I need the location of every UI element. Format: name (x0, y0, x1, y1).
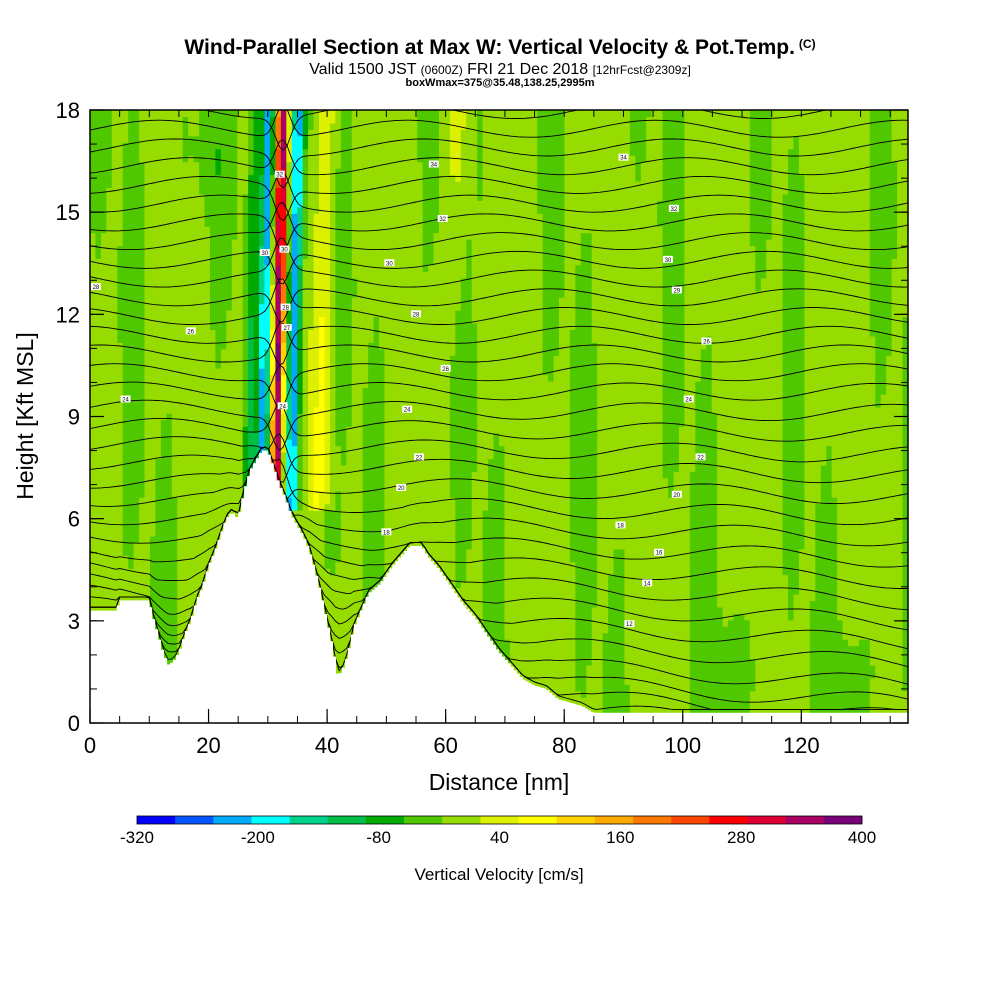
y-tick-label: 0 (68, 711, 80, 736)
colorbar-swatch (365, 816, 405, 824)
colorbar-tick-label: -200 (241, 828, 275, 847)
colorbar-tick-label: 400 (848, 828, 876, 847)
axes: 0 20 40 60 80 100 120 0 3 6 9 12 15 18 (56, 98, 908, 758)
isentrope-label: 24 (683, 395, 694, 403)
isentrope-label: 28 (411, 310, 422, 318)
colorbar-swatch (480, 816, 519, 824)
colorbar-swatch (137, 816, 176, 824)
colorbar-tick-label: 280 (727, 828, 755, 847)
isentrope-label: 32 (274, 170, 285, 179)
isentrope-label: 26 (185, 327, 196, 335)
isentrope-label: 22 (695, 453, 706, 461)
colorbar-tick-label: 160 (606, 828, 634, 847)
colorbar-swatch (671, 816, 710, 824)
terrain (90, 450, 908, 723)
isentrope-label: 18 (381, 528, 392, 536)
colorbar-swatch (404, 816, 443, 824)
colorbar-swatch (327, 816, 367, 824)
isentrope-label: 34 (428, 160, 439, 168)
y-axis-title: Height [Kft MSL] (12, 332, 38, 499)
isentrope-label: 30 (259, 249, 270, 257)
colorbar-swatch (251, 816, 290, 824)
x-tick-label: 60 (433, 733, 457, 758)
colorbar-swatch (709, 816, 748, 824)
isentrope-label: 26 (440, 364, 451, 373)
y-tick-label: 12 (56, 302, 80, 327)
chart-title-mark: (C) (798, 37, 816, 51)
isentrope-label: 12 (624, 620, 635, 628)
colorbar-swatch (785, 816, 825, 824)
colorbar-swatch (289, 816, 329, 824)
isentrope-label: 24 (402, 405, 413, 414)
colorbar-title: Vertical Velocity [cm/s] (414, 865, 583, 884)
colorbar-swatch (633, 816, 672, 824)
x-tick-label: 80 (552, 733, 576, 758)
isentrope-label: 30 (662, 255, 673, 264)
x-axis-title: Distance [nm] (429, 769, 570, 795)
valid-utc: (0600Z) (420, 63, 463, 77)
isentrope-label: 22 (413, 453, 424, 461)
isentrope-label: 26 (701, 337, 712, 346)
isentrope-label: 29 (671, 286, 682, 294)
x-tick-label: 100 (664, 733, 701, 758)
isentrope-label: 24 (120, 395, 131, 403)
y-tick-label: 9 (68, 405, 80, 430)
isentrope-label: 24 (277, 402, 288, 410)
isentrope-label: 28 (90, 283, 101, 291)
colorbar-swatch (518, 816, 558, 824)
colorbar-tick-label: -320 (120, 828, 154, 847)
isentrope-label: 30 (384, 259, 395, 267)
potential-temperature-contours: 28 26 24 30 32 30 28 27 24 34 32 30 28 26 24 22 20 18 34 32… (90, 110, 908, 710)
x-tick-label: 120 (783, 733, 820, 758)
x-tick-label: 20 (196, 733, 220, 758)
y-tick-label: 15 (56, 200, 80, 225)
isentrope-label: 16 (654, 548, 665, 557)
isentrope-label: 18 (615, 521, 626, 529)
colorbar-swatch (594, 816, 634, 824)
colorbar-swatch (175, 816, 214, 824)
chart-title: Wind-Parallel Section at Max W: Vertical… (0, 36, 1000, 60)
isentrope-label: 32 (437, 214, 448, 223)
chart-subtitle: Valid 1500 JST (0600Z) FRI 21 Dec 2018 [… (0, 61, 1000, 79)
isentrope-label: 28 (280, 303, 291, 312)
isentrope-label: 27 (281, 323, 292, 332)
colorbar-swatch (747, 816, 786, 824)
isentrope-label: 30 (279, 245, 290, 254)
colorbar-swatch (823, 816, 863, 824)
colorbar-tick-label: 40 (490, 828, 509, 847)
forecast-info: [12hrFcst@2309z] (592, 63, 691, 77)
isentrope-label: 34 (618, 153, 629, 162)
chart-title-text: Wind-Parallel Section at Max W: Vertical… (184, 36, 795, 59)
colorbar: -320 -200 -80 40 160 280 400 (120, 815, 876, 847)
colorbar-swatch (442, 816, 481, 824)
isentrope-label: 14 (642, 579, 653, 587)
isentrope-label: 20 (671, 490, 682, 499)
isentrope-label: 20 (396, 484, 407, 492)
colorbar-swatch (213, 816, 252, 824)
y-tick-label: 18 (56, 98, 80, 123)
y-tick-label: 6 (68, 507, 80, 532)
y-tick-label: 3 (68, 609, 80, 634)
valid-prefix: Valid 1500 JST (309, 61, 417, 78)
x-tick-label: 0 (84, 733, 96, 758)
isentrope-label: 32 (668, 204, 679, 213)
colorbar-swatch (556, 816, 596, 824)
valid-date: FRI 21 Dec 2018 (467, 61, 589, 78)
x-tick-label: 40 (315, 733, 339, 758)
box-info: boxWmax=375@35.48,138.25,2995m (405, 77, 595, 89)
colorbar-tick-label: -80 (366, 828, 391, 847)
